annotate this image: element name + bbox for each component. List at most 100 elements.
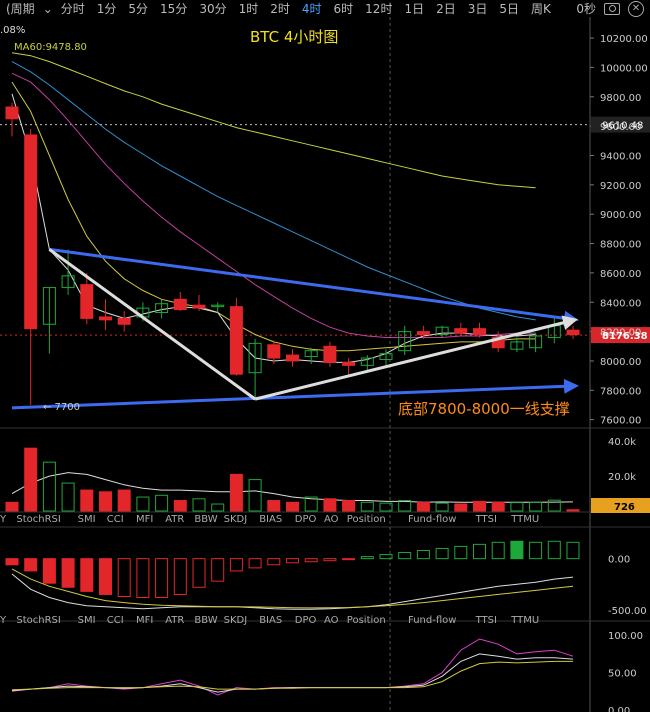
indicator-tab-bbw[interactable]: BBW (194, 514, 217, 525)
indicator-tab-y[interactable]: Y (0, 514, 7, 525)
close-icon[interactable]: ✕ (628, 0, 644, 17)
timeframe-12[interactable]: 3日 (467, 2, 488, 16)
macd-bar (342, 558, 356, 561)
volume-bar (267, 500, 281, 512)
indicator-tab-cci[interactable]: CCI (107, 514, 124, 525)
timeframe-10[interactable]: 1日 (404, 2, 425, 16)
candle-body (5, 106, 19, 120)
y-tick-label: 9400.00 (600, 151, 641, 162)
timeframe-9[interactable]: 12时 (365, 2, 393, 16)
timeframe-7[interactable]: 4时 (301, 2, 322, 16)
macd-bar (473, 543, 486, 560)
indicator-tab-lower-cci[interactable]: CCI (107, 615, 124, 626)
chevron-down-icon[interactable]: ⌄ (42, 1, 53, 16)
indicator-tab-position[interactable]: Position (347, 514, 386, 525)
timeframe-2[interactable]: 5分 (128, 2, 149, 16)
indicator-tab-lower-ao[interactable]: AO (324, 615, 339, 626)
timeframe-11[interactable]: 2日 (436, 2, 456, 16)
y-tick-label: 10200.00 (600, 34, 648, 45)
indicator-tab-atr[interactable]: ATR (165, 514, 184, 525)
pattern-line-down (48, 248, 256, 401)
indicator-tab-smi[interactable]: SMI (78, 514, 96, 525)
timeframe-0[interactable]: 分时 (60, 2, 85, 16)
candle-body (229, 306, 243, 375)
volume-bar (379, 502, 393, 512)
candle-body (473, 328, 486, 336)
timeframe-list: 分时 1分 5分 15分 30分 1时 2时 4时 6时 12时 1日 2日 3日 5日 周K (55, 0, 557, 17)
volume-bar (248, 479, 262, 512)
volume-bar (416, 501, 430, 512)
timeframe-toolbar: (周期 ⌄ 分时 1分 5分 15分 30分 1时 2时 4时 6时 12时 1日 2日 3日 5日 周K … (0, 0, 650, 17)
timeframe-4[interactable]: 30分 (199, 2, 227, 16)
toolbar-right: 0秒 ✕ (576, 0, 650, 17)
indicator-tab-ttsi[interactable]: TTSI (475, 514, 497, 525)
timeframe-13[interactable]: 5日 (499, 2, 520, 16)
pattern-line-up (254, 315, 578, 401)
volume-bar (398, 500, 412, 512)
camera-icon[interactable] (604, 2, 620, 15)
indicator-tab-lower-dpo[interactable]: DPO (295, 615, 317, 626)
indicator-tab-lower-ttmu[interactable]: TTMU (510, 615, 539, 626)
indicator-tab-dpo[interactable]: DPO (295, 514, 317, 525)
candle-body (416, 331, 430, 336)
timeframe-1[interactable]: 1分 (96, 2, 117, 16)
macd-bar (42, 558, 56, 584)
volume-bar (229, 473, 243, 512)
candle-body (24, 134, 38, 330)
volume-bar (342, 500, 356, 512)
hline-price-label: 9610.48 (602, 121, 643, 132)
volume-y-tick: 20.0k (608, 472, 636, 483)
volume-bar (454, 503, 468, 512)
indicator-tab-stochrsi[interactable]: StochRSI (16, 514, 60, 525)
volume-ma-line (11, 472, 574, 503)
indicator-tab-lower-ttsi[interactable]: TTSI (475, 615, 497, 626)
indicator-tab-lower-smi[interactable]: SMI (78, 615, 96, 626)
indicator-tab-lower-stochrsi[interactable]: StochRSI (16, 615, 60, 626)
indicator-tab-bias[interactable]: BIAS (259, 514, 282, 525)
macd-bar (61, 558, 75, 588)
volume-bar (304, 496, 318, 512)
volume-bar (360, 501, 374, 512)
indicator-tab-mfi[interactable]: MFI (136, 514, 153, 525)
volume-bar (323, 498, 337, 512)
macd-bar (491, 541, 505, 560)
timeframe-5[interactable]: 1时 (238, 2, 259, 16)
period-label[interactable]: (周期 (6, 2, 35, 16)
last-price-tag (591, 327, 650, 344)
candle-body (61, 275, 75, 289)
macd-bar (304, 558, 318, 563)
macd-line-1 (11, 568, 574, 609)
macd-bar (24, 558, 38, 572)
hline-price-tag (591, 116, 650, 133)
volume-bar (117, 489, 131, 512)
candle-body (248, 342, 262, 374)
volume-bar (80, 489, 94, 512)
volume-bar (566, 509, 580, 512)
volume-bar (24, 447, 38, 512)
candle-body (42, 287, 56, 325)
y-tick-label: 10000.00 (600, 63, 648, 74)
timeframe-14[interactable]: 周K (531, 2, 551, 16)
macd-bar (173, 558, 187, 595)
indicator-tab-lower-skdj[interactable]: SKDJ (224, 615, 248, 626)
indicator-tab-lower-position[interactable]: Position (347, 615, 386, 626)
timeframe-6[interactable]: 2时 (270, 2, 290, 16)
macd-bar (117, 558, 131, 597)
timeframe-8[interactable]: 6时 (333, 2, 354, 16)
indicator-tab-ao[interactable]: AO (324, 514, 339, 525)
y-tick-label: 8600.00 (600, 269, 641, 280)
timeframe-3[interactable]: 15分 (160, 2, 188, 16)
indicator-tab-lower-bbw[interactable]: BBW (194, 615, 217, 626)
indicator-tab-lower-y[interactable]: Y (0, 615, 7, 626)
indicator-tab-lower-mfi[interactable]: MFI (136, 615, 153, 626)
indicator-tab-lower-bias[interactable]: BIAS (259, 615, 282, 626)
macd-bar (5, 558, 19, 566)
last-price-label: 8176.38 (602, 331, 648, 342)
macd-bar (99, 558, 112, 595)
indicator-tab-lower-atr[interactable]: ATR (165, 615, 184, 626)
indicator-tab-lower-fund-flow[interactable]: Fund-flow (408, 615, 456, 626)
indicator-tab-fund-flow[interactable]: Fund-flow (408, 514, 456, 525)
indicator-tab-skdj[interactable]: SKDJ (224, 514, 248, 525)
candle-body (286, 354, 299, 362)
indicator-tab-ttmu[interactable]: TTMU (510, 514, 539, 525)
